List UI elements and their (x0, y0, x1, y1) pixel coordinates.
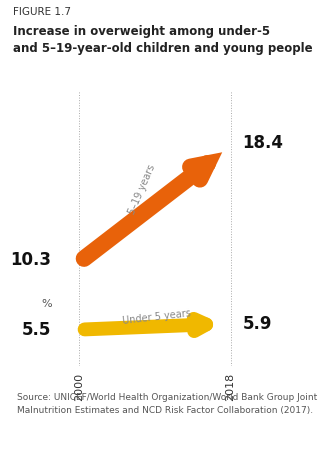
Text: %: % (41, 299, 52, 309)
Text: Increase in overweight among under-5
and 5–19-year-old children and young people: Increase in overweight among under-5 and… (13, 25, 313, 55)
Text: Source: UNICEF/World Health Organization/World Bank Group Joint
Malnutrition Est: Source: UNICEF/World Health Organization… (17, 393, 317, 414)
Text: 18.4: 18.4 (243, 134, 284, 152)
Text: 2018: 2018 (225, 373, 235, 401)
Text: 5.9: 5.9 (243, 315, 272, 333)
Text: Under 5 years: Under 5 years (122, 308, 192, 326)
Text: 10.3: 10.3 (11, 251, 52, 269)
Text: FIGURE 1.7: FIGURE 1.7 (13, 6, 71, 16)
Text: 5–19 years: 5–19 years (127, 163, 158, 216)
Text: 5.5: 5.5 (22, 320, 52, 339)
Text: 2000: 2000 (74, 373, 84, 401)
